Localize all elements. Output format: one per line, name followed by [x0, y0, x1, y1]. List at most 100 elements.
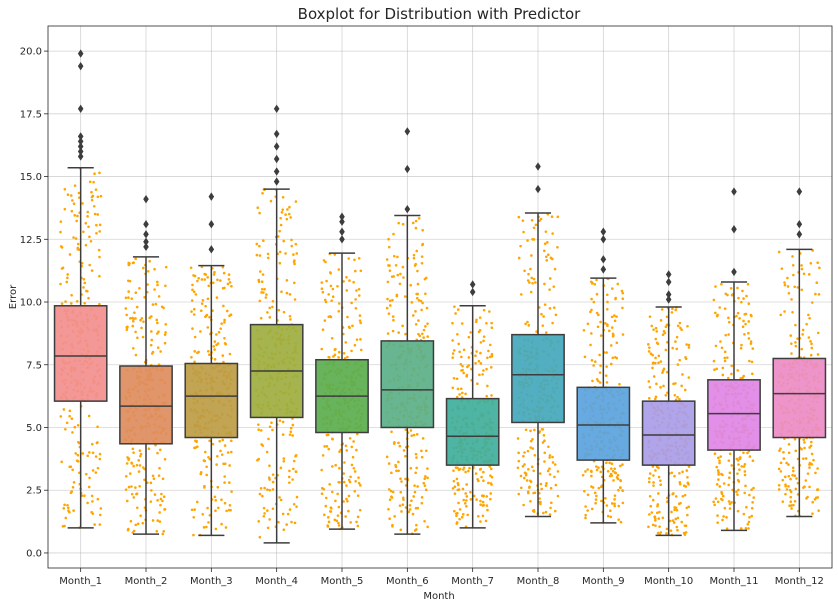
- jitter-point: [657, 475, 661, 479]
- jitter-point: [357, 256, 361, 260]
- jitter-point: [161, 477, 165, 481]
- jitter-point: [262, 506, 266, 510]
- jitter-point: [522, 454, 525, 458]
- jitter-point: [86, 210, 90, 214]
- jitter-point: [538, 430, 542, 433]
- jitter-point: [479, 499, 482, 503]
- jitter-point: [684, 485, 688, 488]
- jitter-point: [331, 287, 335, 291]
- jitter-point: [387, 507, 390, 511]
- jitter-point: [451, 487, 455, 490]
- jitter-point: [543, 460, 546, 463]
- y-tick-label: 12.5: [20, 235, 42, 246]
- x-tick-label: Month_7: [451, 576, 494, 587]
- jitter-point: [616, 477, 620, 481]
- jitter-point: [723, 506, 727, 510]
- outlier-point: [404, 127, 411, 136]
- jitter-point: [263, 512, 266, 515]
- jitter-point: [590, 474, 593, 478]
- jitter-point: [293, 298, 297, 301]
- jitter-point: [750, 314, 753, 318]
- jitter-point: [285, 291, 289, 295]
- jitter-point: [475, 350, 478, 353]
- jitter-point: [415, 456, 418, 459]
- jitter-point: [658, 510, 661, 514]
- jitter-point: [211, 281, 215, 285]
- jitter-point: [613, 319, 617, 323]
- jitter-point: [203, 450, 207, 454]
- jitter-point: [132, 261, 135, 265]
- jitter-point: [327, 355, 331, 359]
- jitter-point: [481, 373, 484, 376]
- jitter-point: [735, 314, 738, 318]
- jitter-point: [61, 266, 65, 270]
- jitter-point: [353, 258, 356, 262]
- jitter-point: [790, 507, 793, 510]
- jitter-point: [482, 335, 486, 338]
- jitter-point: [268, 316, 272, 319]
- jitter-point: [745, 294, 748, 298]
- jitter-point: [744, 322, 747, 326]
- jitter-point: [460, 322, 464, 325]
- jitter-point: [655, 341, 659, 345]
- jitter-point: [654, 395, 658, 399]
- jitter-point: [140, 326, 143, 330]
- jitter-point: [777, 488, 781, 491]
- jitter-point: [809, 261, 813, 265]
- x-tick-label: Month_2: [125, 576, 168, 587]
- jitter-point: [394, 465, 398, 469]
- jitter-point: [613, 494, 617, 497]
- jitter-point: [420, 332, 424, 336]
- jitter-point: [488, 465, 491, 468]
- jitter-point: [345, 449, 349, 452]
- jitter-point: [260, 280, 264, 284]
- jitter-point: [815, 281, 819, 285]
- jitter-point: [783, 310, 786, 313]
- jitter-point: [157, 295, 161, 298]
- jitter-point: [586, 468, 589, 471]
- jitter-point: [685, 469, 689, 472]
- jitter-point: [808, 446, 811, 449]
- jitter-point: [469, 490, 472, 494]
- box-Month_6: [380, 127, 435, 535]
- jitter-point: [654, 326, 658, 330]
- jitter-point: [75, 300, 79, 303]
- jitter-point: [616, 282, 620, 286]
- jitter-point: [415, 296, 419, 300]
- jitter-point: [785, 461, 788, 465]
- jitter-point: [648, 494, 652, 498]
- jitter-point: [489, 366, 493, 369]
- jitter-point: [98, 513, 102, 517]
- jitter-point: [488, 310, 491, 313]
- jitter-point: [712, 298, 716, 302]
- outlier-point: [143, 230, 149, 239]
- jitter-point: [164, 331, 167, 334]
- jitter-point: [324, 504, 328, 508]
- y-axis-label: Error: [8, 284, 19, 309]
- jitter-point: [292, 502, 296, 506]
- jitter-point: [796, 337, 799, 340]
- jitter-point: [398, 504, 402, 507]
- jitter-point: [263, 486, 266, 490]
- jitter-point: [545, 259, 549, 262]
- jitter-point: [810, 452, 814, 456]
- jitter-point: [66, 503, 69, 507]
- jitter-point: [215, 455, 219, 458]
- jitter-point: [415, 432, 419, 436]
- jitter-point: [153, 288, 156, 291]
- jitter-point: [350, 445, 354, 449]
- y-tick-label: 15.0: [20, 172, 42, 183]
- jitter-point: [421, 228, 424, 232]
- jitter-point: [618, 382, 621, 386]
- jitter-point: [648, 315, 652, 318]
- jitter-point: [130, 492, 134, 496]
- jitter-point: [739, 527, 743, 530]
- jitter-point: [479, 341, 483, 344]
- jitter-point: [351, 324, 354, 328]
- jitter-point: [548, 513, 552, 516]
- jitter-point: [211, 442, 215, 446]
- jitter-point: [324, 300, 328, 304]
- jitter-point: [467, 356, 471, 359]
- jitter-point: [413, 529, 417, 532]
- jitter-point: [402, 276, 405, 279]
